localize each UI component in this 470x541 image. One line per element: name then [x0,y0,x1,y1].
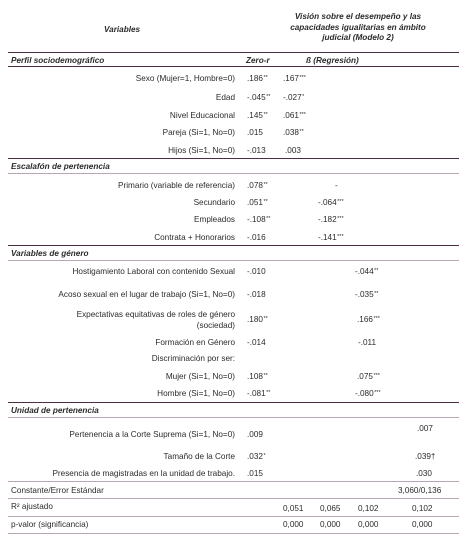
cell-beta: -.080*** [355,389,381,398]
row-label-corte: Pertenencia a la Corte Suprema (Si=1, No… [69,430,235,439]
section-subrule [8,417,459,418]
row-label-nivel: Nivel Educacional [169,111,235,120]
row-label-formacion: Formación en Género [155,338,235,347]
cell-beta: .038** [283,128,304,137]
cell-zero-r: -.010 [247,267,266,276]
column-header-variables: Variables [104,25,141,34]
cell-zero-r: -.045** [247,93,271,102]
row-label-acoso: Acoso sexual en el lugar de trabajo (Si=… [58,290,235,299]
cell-beta: -.064*** [318,198,344,207]
row-label-sexo: Sexo (Mujer=1, Hombre=0) [135,74,235,83]
footer-rule [8,481,459,482]
row-label-expectativas-cont: (sociedad) [196,321,235,330]
cell-pvalor: 0,000 [283,520,304,529]
cell-pvalor: 0,000 [358,520,379,529]
section-genero: Variables de género [11,249,89,258]
cell-beta: - [335,181,338,190]
row-label-hostigamiento: Hostigamiento Laboral con contenido Sexu… [72,267,236,276]
cell-beta: -.044** [355,267,379,276]
cell-pvalor: 0,000 [412,520,433,529]
row-label-primario: Primario (variable de referencia) [118,181,235,190]
row-label-discriminacion: Discriminación por ser: [151,354,235,363]
cell-r2: 0,102 [412,504,433,513]
cell-zero-r: .145** [247,111,268,120]
cell-r2: 0,051 [283,504,304,513]
cell-beta: .003 [285,146,301,155]
section-unidad: Unidad de pertenencia [11,406,99,415]
cell-beta: .007 [417,424,433,433]
row-label-presencia: Presencia de magistradas en la unidad de… [52,469,235,478]
section-subrule [8,173,459,174]
footer-rule [8,516,459,517]
column-header-model-title: Visión sobre el desempeño y las capacida… [290,12,426,42]
cell-beta: .167*** [283,74,306,83]
cell-r2: 0,065 [320,504,341,513]
cell-beta: -.027* [283,93,305,102]
cell-zero-r: .180** [247,315,268,324]
header-rule-top [8,52,459,53]
cell-zero-r: .032* [247,452,266,461]
cell-zero-r: -.016 [247,233,266,242]
row-label-r2: R² ajustado [11,502,53,511]
cell-zero-r: -.081** [247,389,271,398]
cell-beta: .039† [415,452,436,461]
row-label-expectativas: Expectativas equitativas de roles de gén… [76,310,235,319]
cell-zero-r: .009 [247,430,263,439]
cell-zero-r: -.014 [247,338,266,347]
cell-beta: -.182*** [318,215,344,224]
row-label-secundario: Secundario [193,198,235,207]
section-rule [8,402,459,403]
row-label-constante: Constante/Error Estándar [11,486,104,495]
cell-r2: 0,102 [358,504,379,513]
cell-zero-r: .051** [247,198,268,207]
row-label-contrata: Contrata + Honorarios [154,233,235,242]
cell-beta: -.011 [358,338,377,347]
cell-beta: .166*** [357,315,380,324]
cell-zero-r: .078** [247,181,268,190]
footer-rule [8,498,459,499]
row-label-pareja: Pareja (Si=1, No=0) [162,128,235,137]
cell-zero-r: .108** [247,372,268,381]
section-rule [8,158,459,159]
row-label-empleados: Empleados [194,215,235,224]
cell-beta: -.141*** [318,233,344,242]
cell-beta: .061*** [283,111,306,120]
cell-constante: 3,060/0,136 [398,486,442,495]
cell-zero-r: .015 [247,128,263,137]
row-label-hijos: Hijos (Si=1, No=0) [168,146,235,155]
section-subrule [8,260,459,261]
row-label-mujer: Mujer (Si=1, No=0) [165,372,235,381]
cell-beta: -.035** [355,290,379,299]
section-rule [8,245,459,246]
cell-beta: .030 [416,469,432,478]
cell-zero-r: -.018 [247,290,266,299]
section-escalafon: Escalafón de pertenencia [11,162,110,171]
cell-zero-r: -.108** [247,215,271,224]
column-header-zero-r: Zero-r [246,56,270,65]
row-label-hombre: Hombre (Si=1, No=0) [157,389,235,398]
row-label-edad: Edad [215,93,235,102]
cell-zero-r: .015 [247,469,263,478]
row-label-pvalor: p-valor (significancia) [11,520,89,529]
header-rule-bottom [8,66,459,67]
row-label-tamano: Tamaño de la Corte [163,452,235,461]
column-header-beta: ß (Regresión) [306,56,359,65]
cell-pvalor: 0,000 [320,520,341,529]
cell-zero-r: .186** [247,74,268,83]
cell-beta: .075*** [357,372,380,381]
cell-zero-r: -.013 [247,146,266,155]
table-bottom-rule [8,533,459,534]
section-perfil: Perfil sociodemográfico [11,56,105,65]
